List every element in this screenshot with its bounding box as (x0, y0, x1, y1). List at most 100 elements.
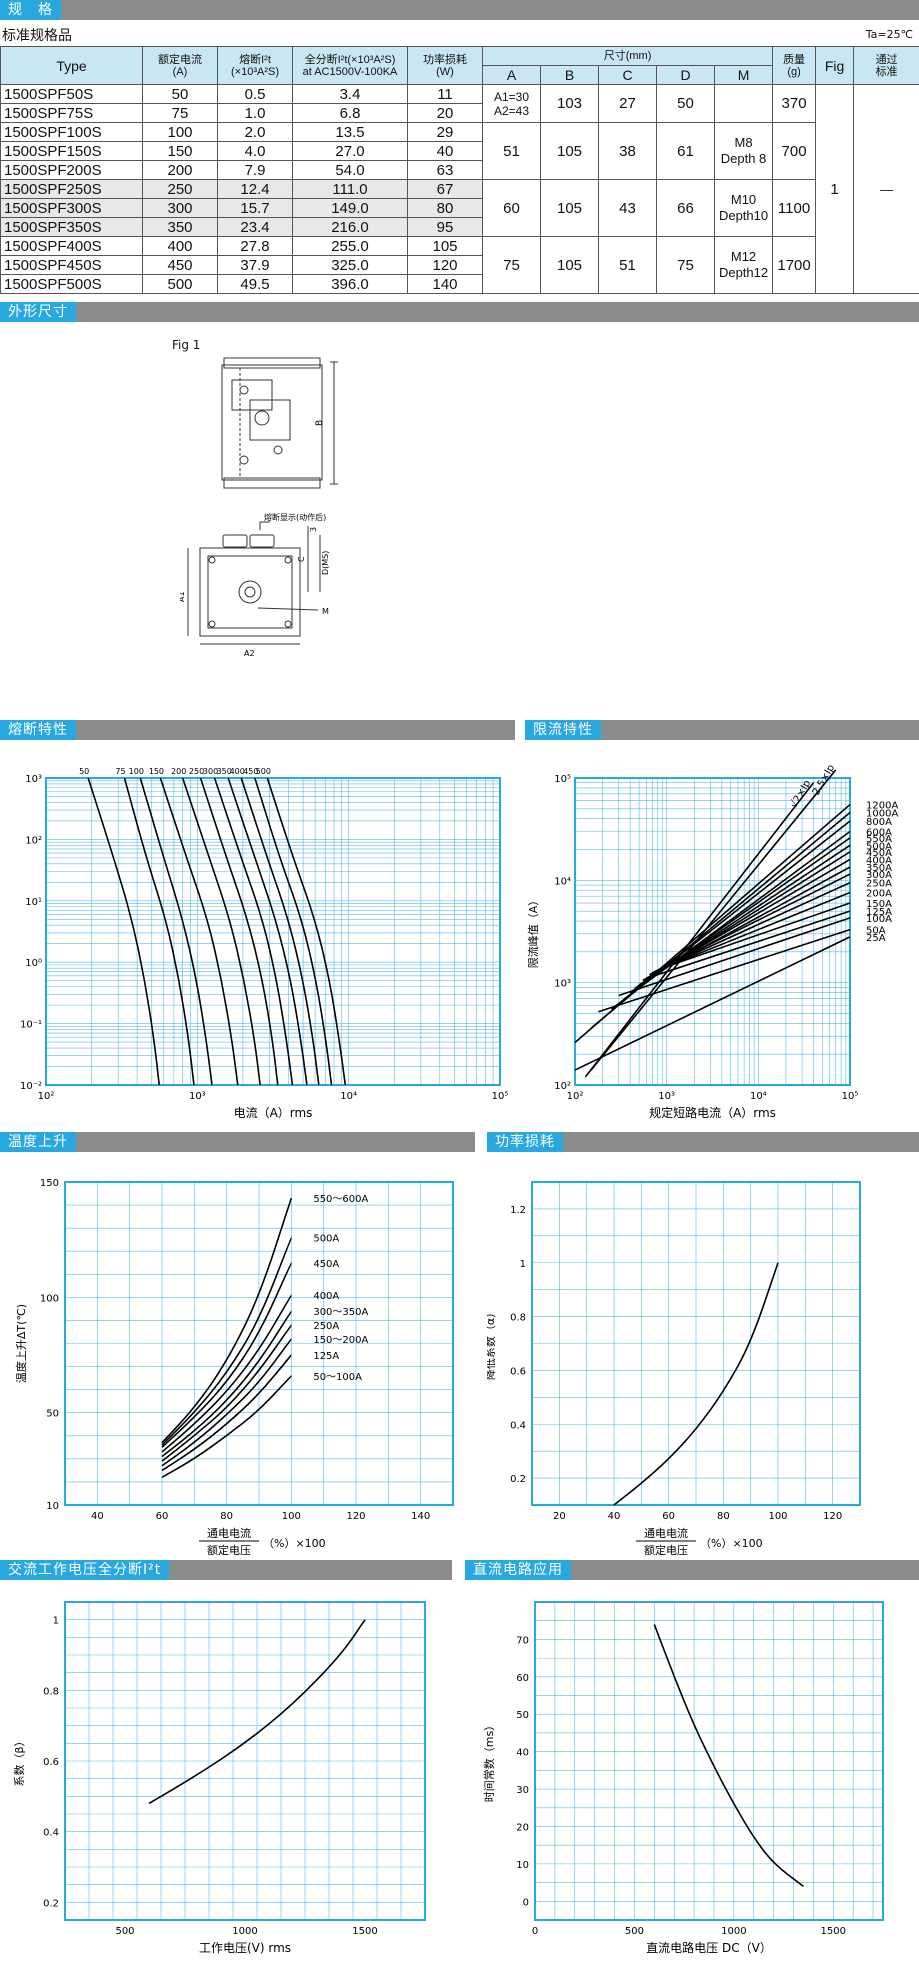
cell-type: 1500SPF350S (0, 217, 143, 237)
series-label: 300A (866, 870, 892, 881)
series-label: 550〜600A (313, 1194, 368, 1205)
dim-m-label: M (322, 607, 329, 616)
fuse-body-side (221, 364, 323, 481)
cell-total-i2t: 3.4 (292, 84, 408, 104)
section-title: 规 格 (0, 0, 61, 20)
outline-drawing: B 熔断显示(动作后) 3 C D(MS) A1 A2 M (180, 357, 338, 658)
plot-frame (64, 1181, 454, 1506)
reference-line-label: √2×Ip (789, 778, 814, 810)
table-row: 1500SPF75S 75 1.0 6.8 20 (0, 103, 919, 123)
series-line (227, 777, 308, 1086)
series-label: 100 (129, 767, 144, 776)
section-title: 限流特性 (525, 720, 601, 740)
y-tick-label: 10³ (554, 979, 571, 990)
y-axis-label: 系数（β） (13, 1735, 26, 1786)
cell-melting-i2t: 12.4 (217, 179, 293, 199)
cell-rated-current: 400 (142, 236, 218, 256)
cell-total-i2t: 396.0 (292, 274, 408, 294)
cell-melting-i2t: 23.4 (217, 217, 293, 237)
cell-type: 1500SPF75S (0, 103, 143, 123)
table-row: 1500SPF300S 300 15.7 149.0 80 (0, 198, 919, 218)
series-line (213, 777, 294, 1086)
series-line (161, 1310, 293, 1458)
cell-type: 1500SPF150S (0, 141, 143, 161)
chart-fusing: 10² 10³ 10⁴ 10⁵ 10³ 10² 10¹ 10⁰ 10⁻¹ 10⁻² 50 75 100 1… (20, 767, 508, 1120)
th-fig: Fig (815, 46, 855, 85)
cell-dim-m: M8 Depth 8 (713, 122, 774, 180)
series-label: 800A (866, 817, 892, 828)
cell-rated-current: 100 (142, 122, 218, 142)
series-label: 50A (866, 926, 886, 937)
series-line (240, 777, 320, 1086)
section-title: 温度上升 (0, 1132, 76, 1152)
x-tick-label: 10³ (658, 1091, 675, 1102)
series-line (658, 902, 851, 971)
cell-power-loss: 95 (407, 217, 483, 237)
y-axis-label: 限流峰值（A） (526, 895, 540, 969)
y-tick-label: 10² (25, 835, 42, 846)
y-tick-label: 50 (46, 1409, 59, 1420)
cell-dim-m (713, 84, 774, 123)
series-label: 400A (866, 855, 892, 866)
y-tick-label: 150 (40, 1178, 59, 1189)
indicator-block (249, 399, 291, 441)
table-row: 1500SPF400S 400 27.8 255.0 105 75 105 51 75 M12 D… (0, 236, 919, 294)
series-label: 25A (866, 933, 886, 944)
series-line (123, 777, 195, 1086)
series-line (574, 936, 851, 1071)
cell-total-i2t: 6.8 (292, 103, 408, 123)
series-label: 500A (866, 841, 892, 852)
cell-total-i2t: 149.0 (292, 198, 408, 218)
series-line (266, 777, 347, 1086)
y-tick-label: 1 (520, 1259, 526, 1270)
cell-power-loss: 80 (407, 198, 483, 218)
y-tick-label: 20 (516, 1822, 529, 1833)
x-axis-label-bottom: 额定电压 (207, 1543, 251, 1557)
cell-dim-d: 66 (656, 179, 715, 237)
y-tick-label: 10¹ (25, 897, 42, 908)
series-line (161, 1262, 293, 1448)
series-label: 450A (866, 848, 892, 859)
th-dimensions: 尺寸(mm) (481, 46, 774, 66)
x-tick-label: 140 (411, 1511, 430, 1522)
series-line (649, 873, 851, 976)
cell-rated-current: 200 (142, 160, 218, 180)
cell-type: 1500SPF50S (0, 84, 143, 104)
fuse-body-front (199, 547, 301, 637)
series-label: 350 (217, 767, 232, 776)
series-line (613, 1262, 779, 1506)
series-label: 150A (866, 899, 892, 910)
x-tick-label: 10³ (189, 1091, 206, 1102)
dim-a2-label: A2 (244, 649, 255, 658)
x-tick-label: 40 (91, 1511, 104, 1522)
indicator-label: 熔断显示(动作后) (264, 512, 326, 522)
section-title: 熔断特性 (0, 720, 76, 740)
series-line (139, 777, 213, 1086)
th-rated-current: 额定电流 (A) (142, 46, 218, 85)
series-label: 1000A (866, 809, 898, 820)
y-tick-label: 10² (554, 1081, 571, 1092)
spec-table-body: 1500SPF50S 50 0.5 3.4 11 A1=30 A2=43 103 27 50 37… (0, 84, 919, 294)
series-label: 450A (313, 1259, 339, 1270)
x-tick-label: 60 (156, 1511, 169, 1522)
x-tick-label: 100 (282, 1511, 301, 1522)
x-axis-label-top: 通电电流 (644, 1526, 688, 1540)
y-axis-label: 温度上升ΔT(℃) (14, 1304, 28, 1383)
plot-frame (534, 1601, 884, 1921)
y-tick-label: 60 (516, 1673, 529, 1684)
cell-melting-i2t: 15.7 (217, 198, 293, 218)
series-line (161, 1375, 292, 1479)
grid (534, 1601, 883, 1921)
y-tick-label: 100 (40, 1293, 59, 1304)
cell-type: 1500SPF450S (0, 255, 143, 275)
series-line (161, 1237, 293, 1446)
series-label: 250 (189, 767, 204, 776)
series-label: 150 (149, 767, 164, 776)
chart-limiting: 10² 10³ 10⁴ 10⁵ 10⁵ 10⁴ 10³ 10² 2.5×Ip√2×Ip 1200A… (526, 763, 898, 1120)
x-tick-label: 10² (567, 1091, 584, 1102)
cell-power-loss: 11 (407, 84, 483, 104)
cell-fig: 1 (815, 84, 855, 294)
table-row: 1500SPF100S 100 2.0 13.5 29 51 105 38 61 M8 Depth… (0, 122, 919, 180)
th-melting-i2t: 熔断I²t (×10³A²S) (217, 46, 293, 85)
